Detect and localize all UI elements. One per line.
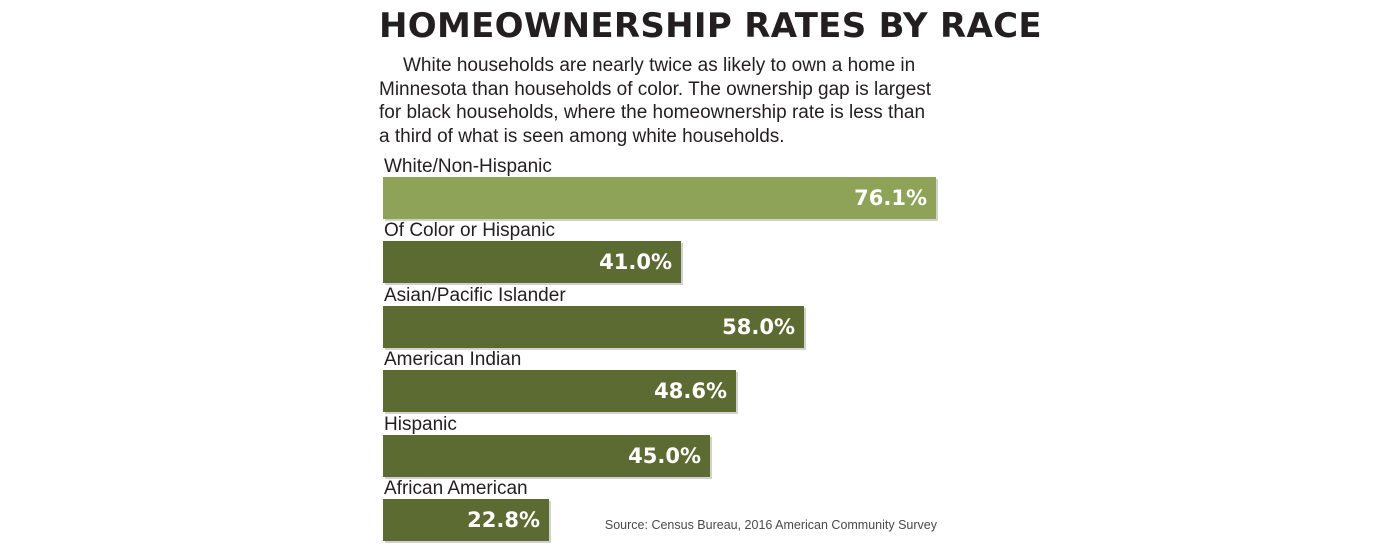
chart-subtitle: White households are nearly twice as lik… [379, 55, 932, 147]
bar-label: African American [384, 478, 528, 499]
bar-value-label: 58.0% [722, 314, 795, 339]
bar: 58.0% [383, 305, 804, 348]
bar-value-label: 22.8% [467, 508, 540, 532]
bar: 48.6% [383, 370, 736, 413]
bar-label: American Indian [384, 349, 522, 371]
bar-label: Hispanic [384, 413, 457, 435]
bar-value-label: 41.0% [599, 250, 672, 275]
bar-label: Of Color or Hispanic [384, 220, 556, 242]
bar-value-label: 45.0% [628, 443, 701, 468]
source-note: Source: Census Bureau, 2016 American Com… [604, 518, 937, 532]
bar: 41.0% [383, 241, 681, 284]
bar-label: Asian/Pacific Islander [384, 284, 566, 306]
bar-label: White/Non-Hispanic [384, 156, 552, 177]
bar-value-label: 76.1% [854, 186, 927, 210]
bar: 45.0% [383, 434, 710, 477]
bar: 76.1% [383, 177, 936, 219]
bar: 22.8% [383, 499, 549, 541]
chart-title: HOMEOWNERSHIP RATES BY RACE [379, 6, 1042, 46]
bar-value-label: 48.6% [654, 379, 727, 404]
